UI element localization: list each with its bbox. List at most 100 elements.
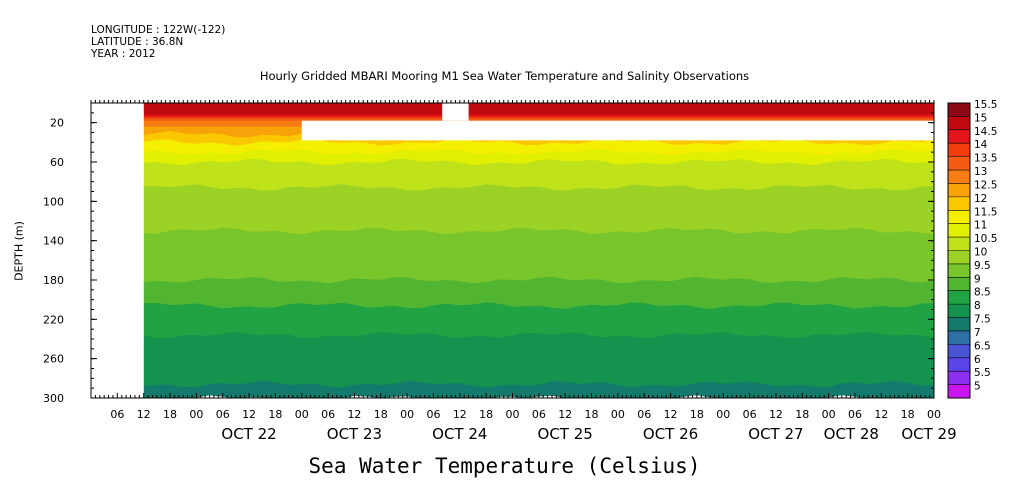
x-hour-label: 18: [795, 408, 809, 421]
missing-data-area: [442, 103, 469, 121]
temp-band: [143, 241, 934, 251]
x-hour-label: 12: [347, 408, 361, 421]
y-tick-label: 220: [43, 313, 64, 326]
x-day-label: OCT 23: [327, 425, 382, 443]
temp-band: [143, 106, 934, 110]
x-hour-label: 00: [400, 408, 414, 421]
temp-band: [143, 190, 934, 200]
temp-band: [143, 172, 934, 182]
temp-band: [143, 304, 934, 314]
colorbar-label: 7: [974, 327, 981, 339]
x-day-label: OCT 29: [901, 425, 956, 443]
x-hour-label: 18: [901, 408, 915, 421]
temp-band: [143, 174, 934, 184]
colorbar-frame: [947, 102, 971, 399]
colorbar-swatch: [948, 277, 970, 291]
temp-band: [143, 258, 934, 268]
temp-band: [143, 193, 934, 204]
temp-band: [143, 357, 934, 367]
temp-band: [143, 237, 934, 247]
latitude-label: LATITUDE : 36.8N: [91, 36, 184, 48]
temp-band: [143, 166, 934, 176]
x-hour-label: 06: [848, 408, 862, 421]
colorbar-label: 7.5: [974, 314, 991, 326]
temp-band: [143, 148, 934, 159]
axis-ticks: 20 60 100 140 180 220 260 300 06 12 18 00 06 12 18 00 06…: [43, 100, 957, 443]
colorbar-label: 9.5: [974, 260, 991, 272]
temp-band: [143, 229, 934, 239]
x-hour-label: 00: [295, 408, 309, 421]
temp-band: [143, 110, 934, 114]
colorbar-swatch: [948, 116, 970, 130]
temp-band: [143, 213, 934, 224]
x-hour-label: 00: [189, 408, 203, 421]
temp-band: [143, 371, 934, 381]
temp-band: [143, 201, 934, 212]
colorbar-swatch: [948, 330, 970, 345]
colorbar-label: 10: [974, 247, 987, 259]
x-day-label: OCT 22: [221, 425, 276, 443]
temp-band: [143, 254, 934, 264]
temp-band: [143, 160, 934, 170]
temp-band: [143, 329, 934, 339]
x-hour-label: 06: [321, 408, 335, 421]
temp-band: [143, 351, 934, 361]
temp-band: [143, 377, 934, 387]
temp-band: [143, 276, 934, 286]
x-day-label: OCT 25: [538, 425, 593, 443]
temp-band: [143, 118, 934, 122]
colorbar-swatch: [948, 237, 970, 251]
temp-band: [143, 144, 934, 155]
x-hour-label: 00: [716, 408, 730, 421]
temp-band: [143, 170, 934, 180]
temp-band: [143, 139, 934, 149]
temperature-bands: [143, 103, 934, 398]
temp-band: [143, 306, 934, 316]
temp-band: [143, 367, 934, 377]
colorbar-swatch: [948, 263, 970, 278]
temp-band: [143, 343, 934, 353]
missing-data-areas: [91, 103, 934, 398]
temp-band: [143, 355, 934, 365]
temp-band: [143, 288, 934, 298]
temp-band: [143, 282, 934, 292]
temp-band: [143, 243, 934, 253]
colorbar-label: 5: [974, 381, 981, 393]
colorbar-label: 6.5: [974, 340, 991, 352]
x-hour-label: 06: [426, 408, 440, 421]
temp-band: [143, 353, 934, 363]
temp-band: [143, 308, 934, 318]
temp-band: [143, 116, 934, 120]
x-hour-label: 12: [769, 408, 783, 421]
colorbar-label: 15.5: [974, 99, 997, 111]
colorbar-swatch: [948, 103, 970, 117]
x-hour-label: 18: [374, 408, 388, 421]
temp-band: [143, 137, 934, 147]
colorbar-label: 8.5: [974, 287, 991, 299]
temp-band: [143, 191, 934, 202]
colorbar-label: 14.5: [974, 126, 997, 138]
colorbar-label: 5.5: [974, 367, 991, 379]
x-hour-label: 12: [137, 408, 151, 421]
x-hour-label: 00: [927, 408, 941, 421]
temp-band: [143, 302, 934, 312]
temp-band: [143, 231, 934, 241]
temp-band: [143, 168, 934, 178]
temp-band: [143, 264, 934, 274]
temp-band: [143, 345, 934, 355]
colorbar-swatch: [948, 170, 970, 184]
x-hour-label: 00: [506, 408, 520, 421]
temp-band: [143, 188, 934, 198]
x-hour-label: 06: [110, 408, 124, 421]
x-hour-label: 18: [268, 408, 282, 421]
x-hour-label: 18: [690, 408, 704, 421]
temp-band: [143, 209, 934, 220]
colorbar-swatch: [948, 210, 970, 224]
temp-band: [143, 382, 934, 392]
temp-band: [143, 312, 934, 322]
temp-band: [143, 235, 934, 245]
y-tick-label: 20: [50, 117, 64, 130]
colorbar-label: 12: [974, 193, 987, 205]
temp-band: [143, 103, 934, 106]
